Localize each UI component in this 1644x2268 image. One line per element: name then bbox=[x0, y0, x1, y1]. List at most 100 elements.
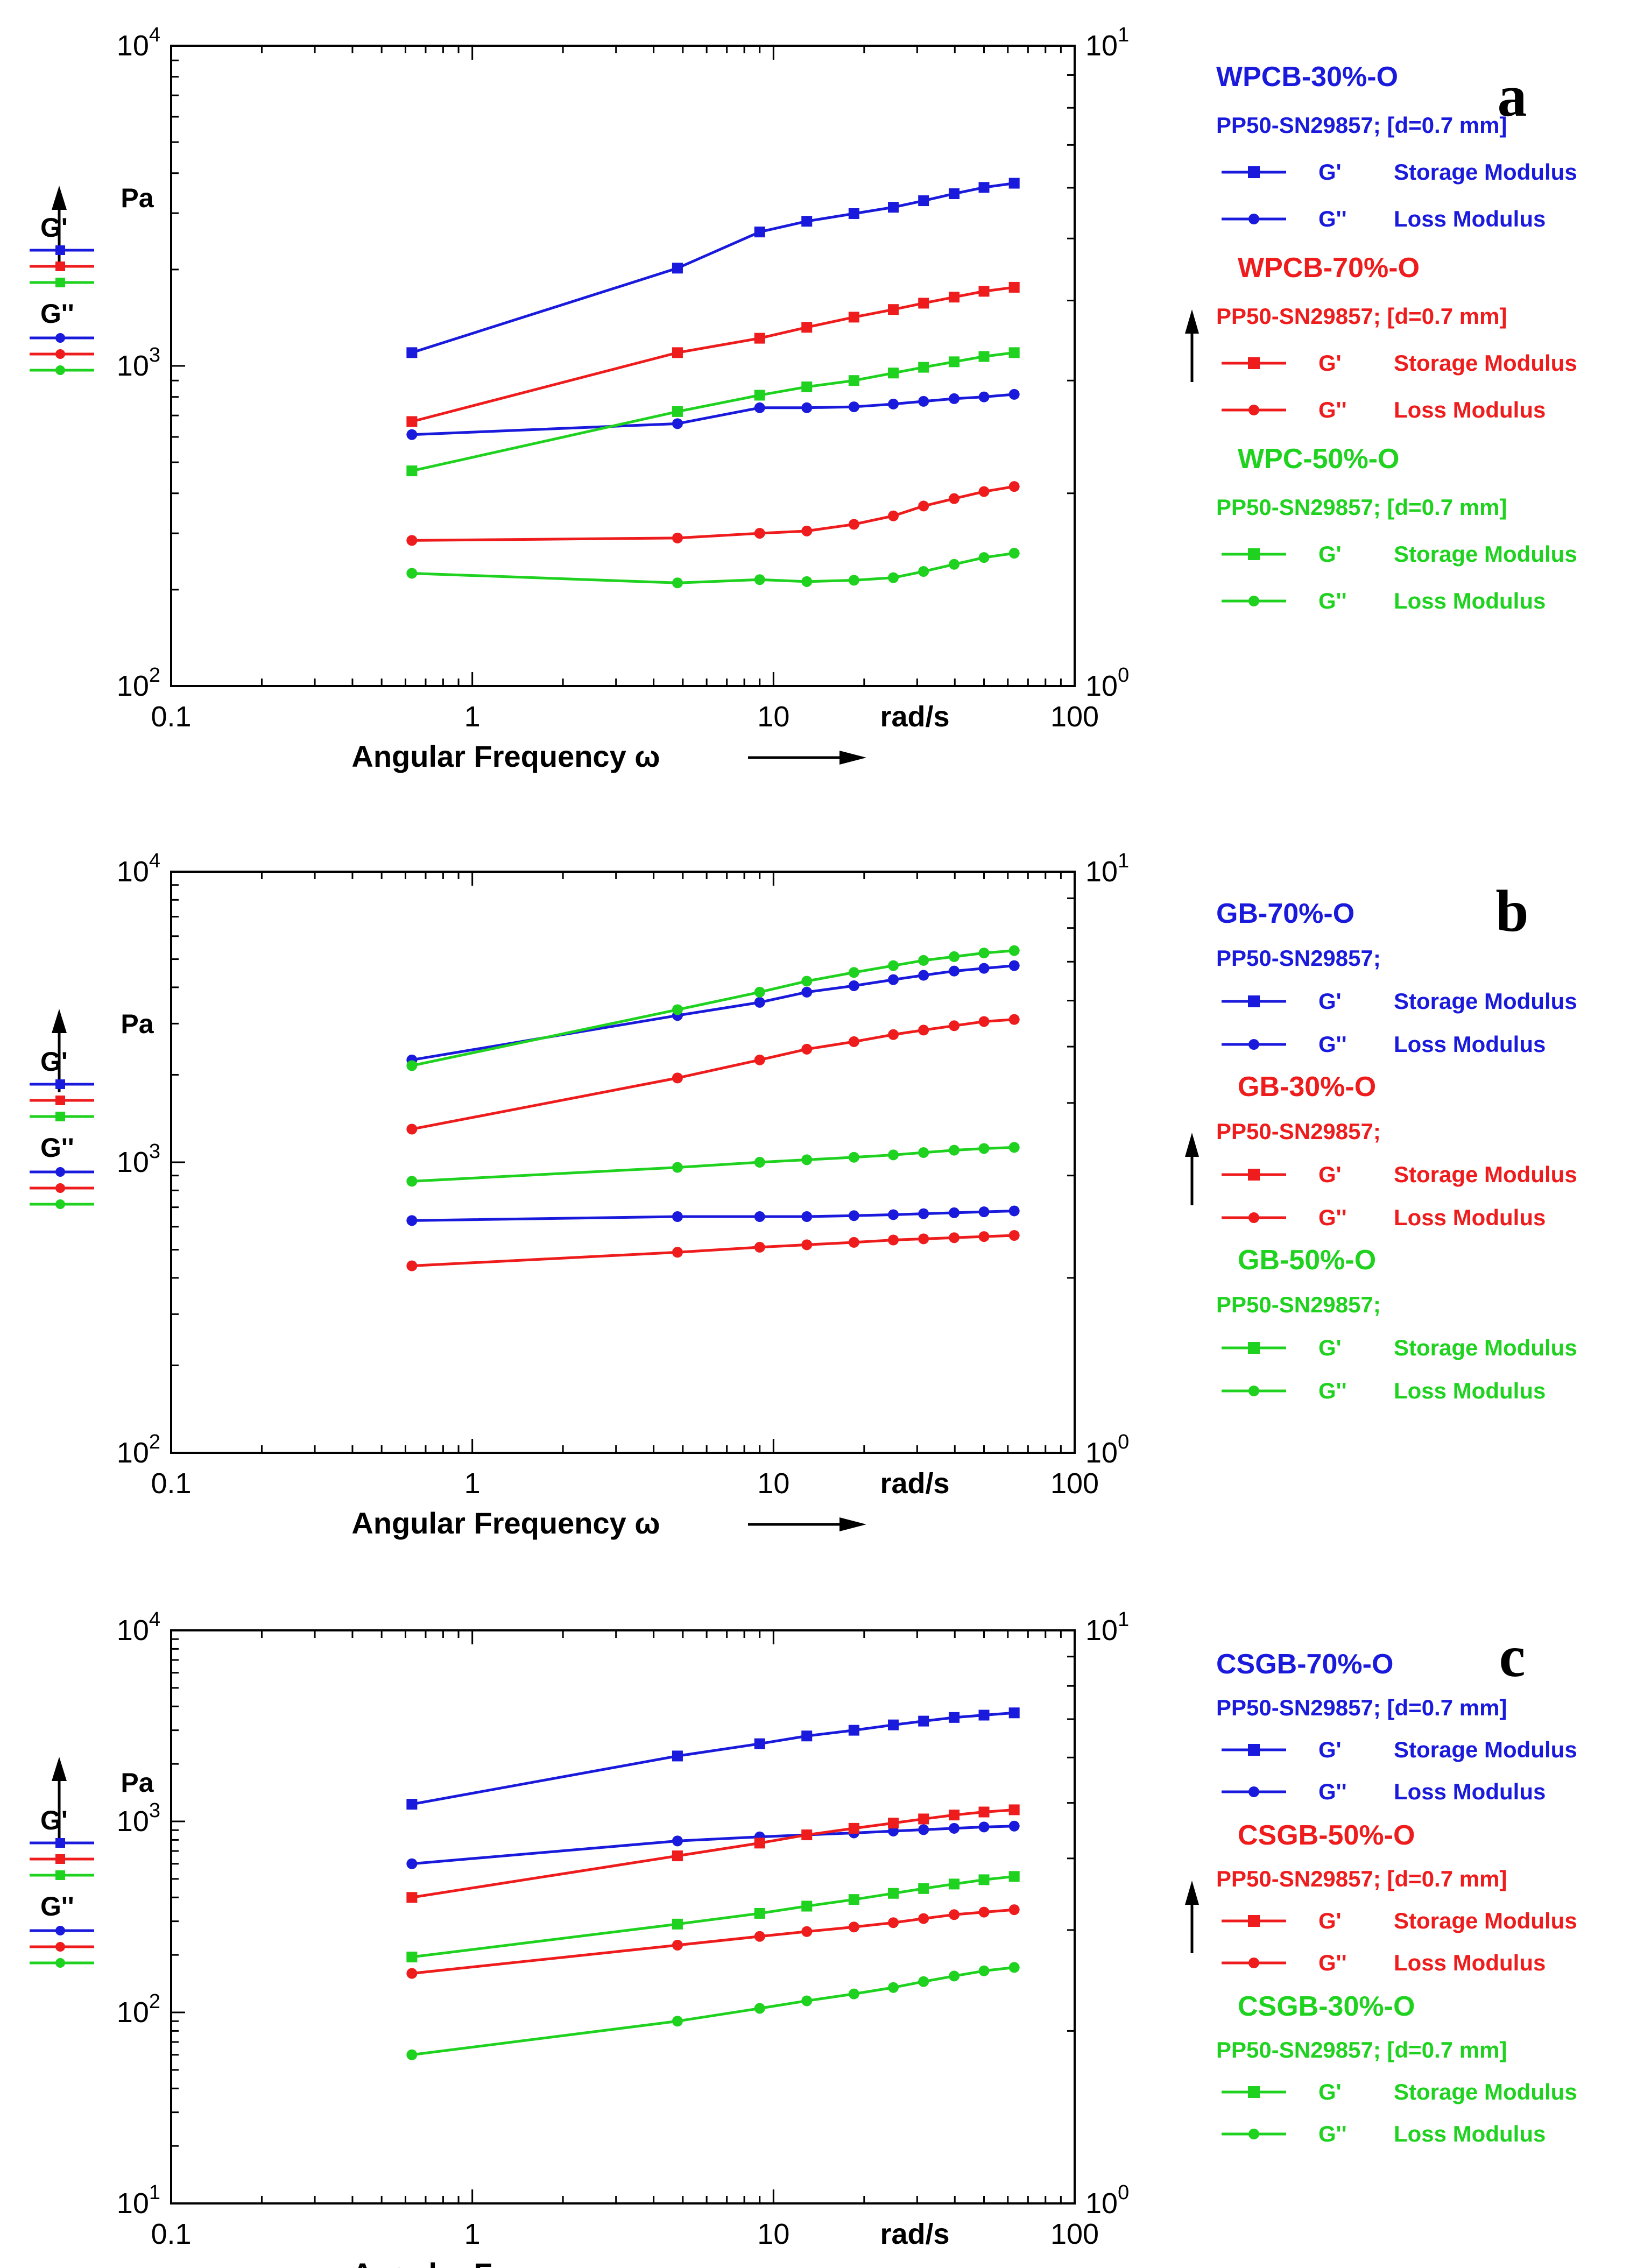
data-point-circle bbox=[888, 398, 899, 409]
left-key-g1: G' bbox=[40, 213, 68, 243]
legend-sample-name: GB-70%-O bbox=[1216, 898, 1354, 929]
data-point-circle bbox=[949, 393, 960, 404]
y-tick-label-base: 10 bbox=[117, 1996, 149, 2029]
data-point-circle bbox=[672, 2016, 683, 2027]
y2-tick-label: 101 bbox=[1085, 850, 1129, 888]
y-tick-label-exp: 2 bbox=[149, 664, 160, 687]
data-point-circle bbox=[848, 1988, 859, 1999]
x-tick-label: 0.1 bbox=[151, 1467, 191, 1500]
legend-g2-name: Loss Modulus bbox=[1394, 1378, 1546, 1403]
data-point-circle bbox=[754, 1211, 765, 1223]
data-point-square bbox=[406, 416, 418, 427]
data-point-square bbox=[918, 298, 929, 309]
data-point-square bbox=[801, 1829, 813, 1841]
data-point-square bbox=[949, 1810, 960, 1821]
data-point-circle bbox=[918, 395, 929, 407]
data-point-circle bbox=[978, 948, 990, 959]
data-point-circle bbox=[1008, 1962, 1020, 1973]
data-point-square bbox=[978, 351, 990, 362]
data-point-square bbox=[672, 1918, 683, 1930]
legend-marker-g1 bbox=[1248, 1744, 1260, 1756]
y-tick-label: 102 bbox=[117, 1431, 160, 1469]
legend-g2-symbol: G'' bbox=[1318, 397, 1347, 422]
y2-arrow-head bbox=[1185, 1133, 1199, 1157]
legend-sample-name: GB-50%-O bbox=[1238, 1245, 1376, 1276]
data-point-circle bbox=[1008, 1205, 1020, 1217]
legend-marker-g1 bbox=[1248, 166, 1260, 178]
data-point-circle bbox=[672, 1835, 683, 1847]
legend-g1-name: Storage Modulus bbox=[1394, 1737, 1577, 1762]
legend-g1-symbol: G' bbox=[1318, 1335, 1342, 1360]
legend-geometry: PP50-SN29857; [d=0.7 mm] bbox=[1216, 1866, 1507, 1891]
y-tick-label-exp: 1 bbox=[149, 2181, 160, 2204]
data-point-square bbox=[801, 1730, 813, 1742]
data-point-square bbox=[978, 1806, 990, 1818]
data-point-square bbox=[801, 216, 813, 227]
series-line-1 bbox=[412, 393, 1014, 436]
legend-sample-name: GB-30%-O bbox=[1238, 1071, 1376, 1103]
y2-tick-label-base: 10 bbox=[1085, 1437, 1118, 1469]
data-point-circle bbox=[754, 997, 765, 1008]
left-key-marker-g1 bbox=[55, 1870, 65, 1880]
y-unit-label: Pa bbox=[121, 1009, 154, 1039]
data-point-square bbox=[754, 333, 765, 344]
data-point-circle bbox=[672, 532, 683, 543]
y-tick-label-base: 10 bbox=[117, 1614, 149, 1647]
series-line-4 bbox=[412, 1875, 1014, 1959]
data-point-circle bbox=[754, 1054, 765, 1065]
data-point-circle bbox=[888, 1982, 899, 1993]
data-point-square bbox=[1008, 1707, 1020, 1719]
series-line-3 bbox=[412, 485, 1015, 542]
y-tick-label-exp: 2 bbox=[149, 1431, 160, 1453]
data-point-circle bbox=[672, 1211, 683, 1223]
data-point-circle bbox=[918, 1147, 929, 1158]
data-point-circle bbox=[918, 1208, 929, 1219]
y-tick-label-exp: 2 bbox=[149, 1990, 160, 2013]
data-point-circle bbox=[801, 976, 813, 987]
data-point-square bbox=[672, 1850, 683, 1862]
y-tick-label-base: 10 bbox=[117, 1437, 149, 1469]
x-axis-title: Angular Frequency ω bbox=[351, 2257, 660, 2268]
data-point-circle bbox=[406, 535, 418, 546]
left-key-marker-g2 bbox=[55, 349, 65, 359]
legend-g1-name: Storage Modulus bbox=[1394, 1162, 1577, 1187]
data-point-square bbox=[754, 390, 765, 401]
legend-geometry: PP50-SN29857; [d=0.7 mm] bbox=[1216, 2037, 1507, 2062]
data-point-circle bbox=[406, 1858, 418, 1869]
legend-g1-symbol: G' bbox=[1318, 2079, 1342, 2104]
y2-tick-label-base: 10 bbox=[1085, 30, 1118, 62]
data-point-square bbox=[1008, 178, 1020, 189]
data-point-circle bbox=[949, 559, 960, 570]
y2-tick-label: 100 bbox=[1085, 1431, 1129, 1469]
x-tick-label: 1 bbox=[464, 1467, 481, 1500]
data-point-circle bbox=[1008, 1142, 1020, 1153]
legend-marker-g2 bbox=[1248, 1212, 1259, 1223]
data-point-circle bbox=[1008, 1230, 1020, 1241]
y-tick-label-base: 10 bbox=[117, 1146, 149, 1178]
data-point-circle bbox=[1008, 1014, 1020, 1025]
data-point-square bbox=[406, 1799, 418, 1810]
legend-g2-name: Loss Modulus bbox=[1394, 1950, 1546, 1975]
data-point-circle bbox=[672, 1004, 683, 1015]
data-point-circle bbox=[1008, 481, 1020, 492]
left-key-marker-g1 bbox=[55, 245, 65, 255]
data-point-circle bbox=[918, 1025, 929, 1036]
legend-g1-symbol: G' bbox=[1318, 159, 1342, 185]
left-key-marker-g1 bbox=[55, 1838, 65, 1848]
y-tick-label-base: 10 bbox=[117, 2187, 149, 2220]
y-tick-label: 104 bbox=[117, 1608, 160, 1647]
data-point-circle bbox=[406, 1215, 418, 1226]
legend-marker-g2 bbox=[1248, 405, 1259, 415]
data-point-square bbox=[888, 202, 899, 213]
data-point-square bbox=[672, 1750, 683, 1762]
y-unit-label: Pa bbox=[121, 183, 154, 213]
data-point-circle bbox=[754, 1157, 765, 1168]
data-point-circle bbox=[888, 1917, 899, 1928]
legend-g1-name: Storage Modulus bbox=[1394, 159, 1577, 185]
legend-g2-name: Loss Modulus bbox=[1394, 397, 1546, 422]
y2-tick-label-base: 10 bbox=[1085, 1614, 1118, 1647]
series-line-4 bbox=[411, 949, 1014, 1067]
series-line-4 bbox=[411, 351, 1015, 472]
data-point-circle bbox=[949, 493, 960, 504]
data-point-circle bbox=[801, 1154, 813, 1165]
